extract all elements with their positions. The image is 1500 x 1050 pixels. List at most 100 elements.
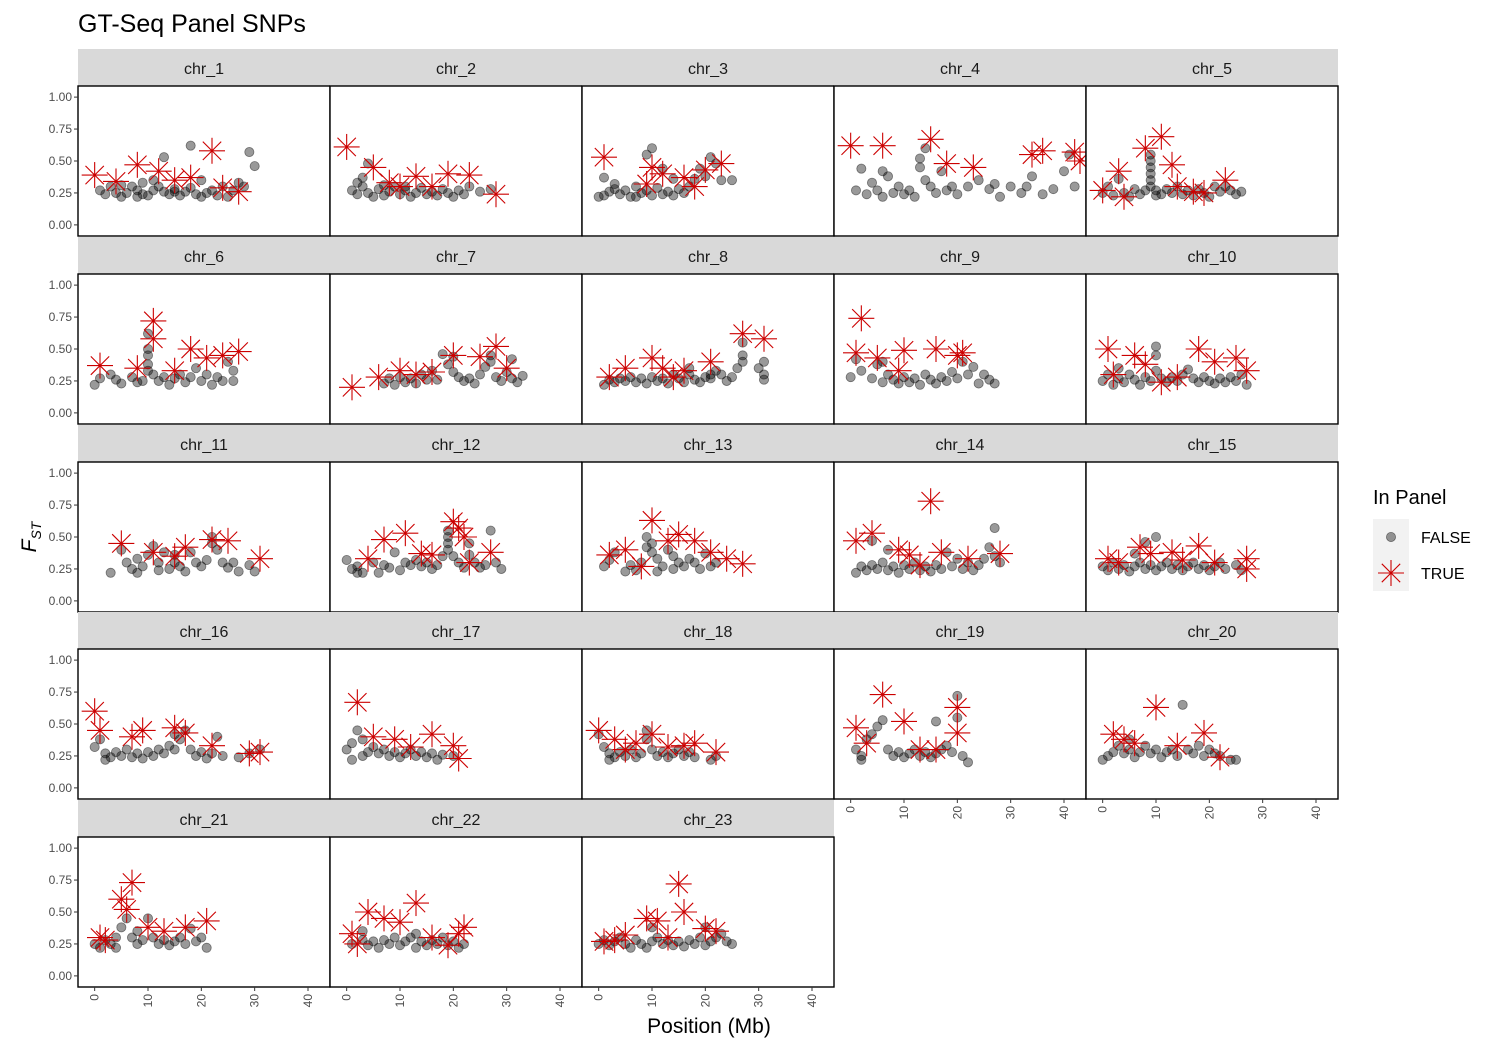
point-true	[440, 508, 467, 535]
point-true	[360, 723, 387, 750]
point-true	[917, 126, 944, 153]
facet-panel-chr_17: chr_17	[329, 612, 583, 800]
point-false	[148, 750, 159, 761]
point-false	[1167, 744, 1178, 755]
point-false	[647, 547, 658, 558]
point-true	[87, 924, 113, 951]
facet-panel-chr_18: chr_18	[581, 612, 835, 800]
point-false	[957, 750, 968, 761]
point-true	[456, 162, 483, 189]
point-false	[1215, 186, 1226, 197]
point-true	[891, 337, 917, 364]
point-false	[233, 752, 244, 763]
point-true	[119, 869, 145, 896]
y-tick-label: 0.50	[49, 717, 73, 731]
point-false	[421, 189, 432, 200]
point-false	[442, 544, 453, 555]
point-false	[615, 189, 626, 200]
point-false	[604, 186, 615, 197]
point-true	[729, 320, 756, 347]
point-false	[1108, 747, 1119, 758]
facet-panel-chr_22: chr_22 0 10 20 30 40	[329, 800, 583, 1007]
point-false	[426, 748, 437, 759]
point-false	[378, 935, 389, 946]
point-true	[339, 920, 365, 947]
point-true	[655, 527, 681, 554]
point-false	[1193, 740, 1204, 751]
point-false	[1113, 740, 1124, 751]
point-false	[174, 369, 185, 380]
point-false	[899, 752, 910, 763]
point-false	[872, 721, 883, 732]
y-axis-title-sub: ST	[28, 520, 44, 539]
point-true	[397, 734, 424, 760]
point-false	[1145, 181, 1156, 192]
points-chr_18	[585, 717, 729, 766]
point-true	[955, 545, 981, 572]
point-false	[448, 936, 459, 947]
point-false	[111, 747, 122, 758]
points-chr_8	[596, 320, 777, 391]
points-chr_23	[591, 870, 738, 955]
point-false	[180, 938, 191, 949]
point-false	[599, 742, 610, 753]
point-true	[445, 920, 472, 947]
point-true	[1185, 532, 1212, 559]
point-false	[979, 369, 990, 380]
points-chr_1	[81, 137, 260, 205]
strip-label: chr_9	[940, 249, 980, 266]
point-false	[384, 373, 395, 384]
point-false	[164, 740, 175, 751]
strip-label: chr_8	[688, 249, 728, 266]
point-true	[145, 158, 172, 185]
point-false	[641, 378, 652, 389]
point-false	[201, 555, 212, 566]
facet-panel-chr_21: chr_21 0.00 0.25 0.50 0.75 1.00 0 10 20 30 40	[49, 800, 331, 1007]
point-true	[923, 736, 949, 763]
facet-panel-chr_1: chr_1 0.00 0.25 0.50 0.75 1.00	[49, 49, 331, 237]
point-false	[652, 553, 663, 564]
point-false	[1145, 162, 1156, 173]
point-false	[196, 561, 207, 572]
point-true	[1143, 694, 1169, 721]
point-true	[697, 348, 724, 375]
point-false	[352, 189, 363, 200]
point-false	[1059, 166, 1070, 177]
point-false	[480, 560, 491, 571]
point-false	[153, 744, 164, 755]
point-true	[1185, 336, 1212, 362]
point-true	[360, 154, 387, 181]
point-false	[888, 750, 899, 761]
facet-panel-chr_19: chr_19 0 10 20 30 40	[833, 612, 1087, 819]
point-true	[225, 178, 252, 205]
point-false	[137, 375, 148, 386]
point-false	[631, 191, 642, 202]
point-false	[137, 189, 148, 200]
point-false	[164, 189, 175, 200]
point-true	[949, 339, 976, 366]
point-false	[1231, 189, 1242, 200]
point-true	[440, 342, 467, 369]
point-false	[989, 378, 1000, 389]
facet-panel-chr_3: chr_3	[581, 49, 835, 237]
point-false	[190, 750, 201, 761]
point-false	[652, 750, 663, 761]
point-true	[92, 927, 119, 954]
point-true	[451, 914, 477, 941]
point-false	[620, 566, 631, 577]
point-false	[1167, 187, 1178, 198]
point-false	[647, 538, 658, 549]
point-false	[1140, 563, 1151, 574]
point-false	[1145, 175, 1156, 186]
point-false	[448, 551, 459, 562]
point-false	[410, 928, 421, 939]
point-false	[89, 742, 100, 753]
point-false	[410, 555, 421, 566]
panel-frame	[77, 836, 331, 988]
point-true	[1164, 732, 1191, 759]
point-false	[201, 942, 212, 953]
point-false	[228, 375, 239, 386]
point-false	[437, 749, 448, 760]
strip-label: chr_20	[1188, 624, 1237, 641]
